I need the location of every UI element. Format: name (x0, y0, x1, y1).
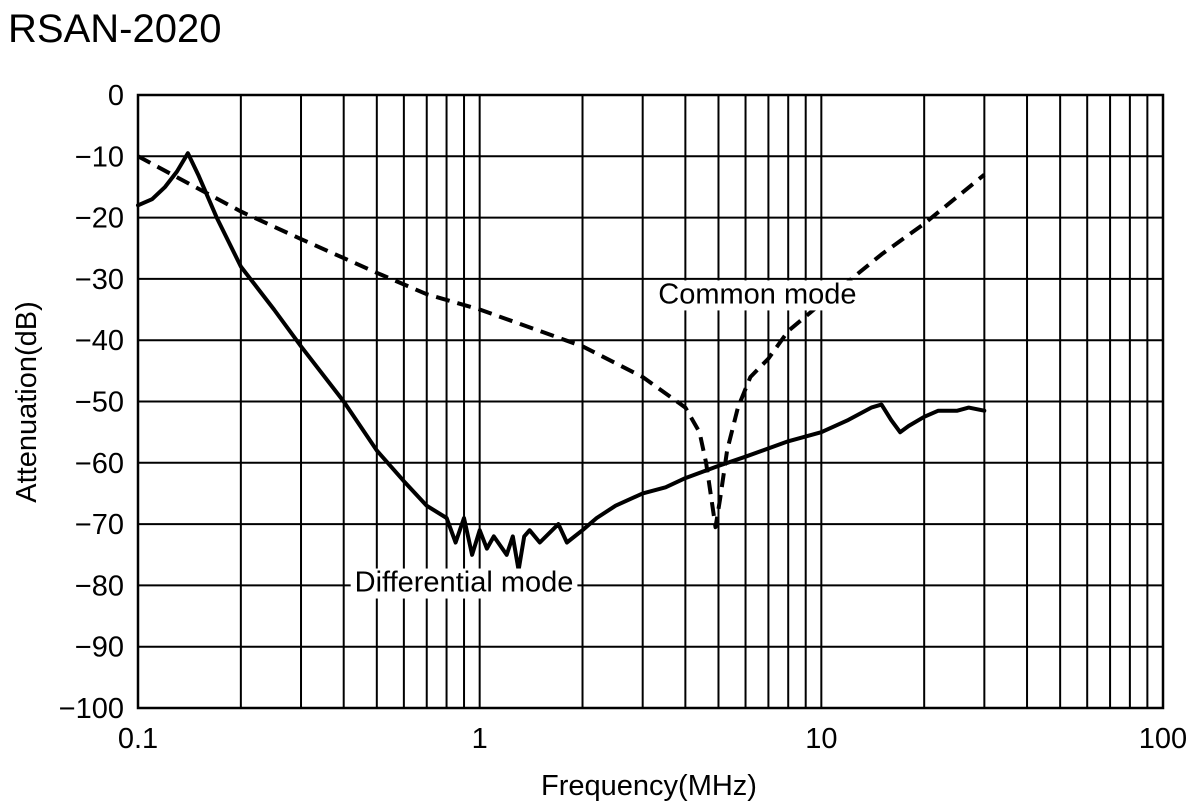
common-mode-curve (137, 154, 986, 530)
x-tick-label: 10 (805, 723, 837, 755)
plot-frame (136, 93, 1165, 710)
differential-mode-label: Differential mode (355, 567, 574, 599)
chart-title: RSAN-2020 (8, 7, 221, 51)
x-tick-label: 100 (1139, 723, 1187, 755)
y-tick-label: −80 (75, 570, 124, 602)
common-mode-label: Common mode (658, 278, 856, 310)
y-tick-label: −70 (75, 509, 124, 541)
y-tick-label: 0 (108, 80, 124, 112)
grid (137, 94, 1164, 709)
x-axis-label: Frequency(MHz) (541, 770, 757, 802)
y-tick-label: −50 (75, 387, 124, 419)
differential-mode-label-group: Differential mode (350, 567, 578, 599)
series-labels: Common mode Differential mode (350, 278, 861, 599)
x-tick-label: 1 (472, 723, 488, 755)
differential-mode-curve (136, 151, 987, 573)
x-tick-label: 0.1 (118, 723, 158, 755)
y-tick-label: −90 (75, 632, 124, 664)
y-axis-label: Attenuation(dB) (11, 301, 43, 503)
series (136, 151, 987, 573)
y-tick-label: −100 (59, 693, 124, 725)
x-tick-labels: 0.1 1 10 100 (118, 723, 1187, 755)
common-mode-label-group: Common mode (654, 278, 861, 311)
common-mode-label-bg (654, 280, 861, 311)
plot-border (136, 93, 1165, 710)
y-tick-labels: 0 −10 −20 −30 −40 −50 −60 −70 −80 −90 −100 (59, 80, 124, 725)
y-tick-label: −60 (75, 448, 124, 480)
y-tick-label: −30 (75, 264, 124, 296)
y-tick-label: −10 (75, 141, 124, 173)
differential-mode-label-bg (350, 568, 578, 599)
y-tick-label: −40 (75, 325, 124, 357)
y-tick-label: −20 (75, 203, 124, 235)
